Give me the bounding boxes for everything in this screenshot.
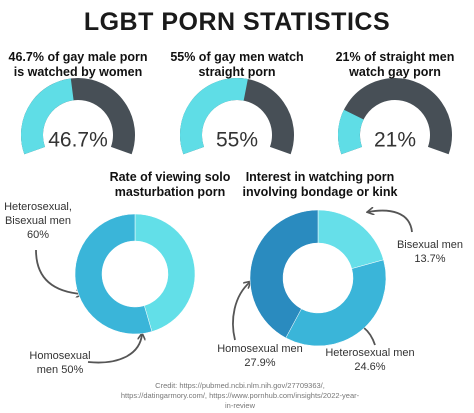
segment-label: Homosexual men 27.9% (215, 342, 305, 370)
arrow (232, 282, 250, 341)
segment-label: Bisexual men 13.7% (385, 238, 474, 266)
gauge-label: 55% (216, 129, 258, 152)
donut-segment (134, 213, 196, 332)
arrow (87, 334, 142, 364)
donut-title: Rate of viewing solo masturbation porn (109, 170, 231, 199)
gauge-value (21, 78, 75, 155)
donut-segment (317, 209, 384, 269)
arrow (35, 249, 82, 294)
segment-label: Heterosexual, Bisexual men 60% (0, 200, 78, 242)
category-label: Heterosexual, Bisexual men (4, 201, 72, 227)
main-title: LGBT PORN STATISTICS (83, 8, 391, 36)
gauge-value (338, 109, 364, 155)
value-label: 13.7% (414, 253, 446, 265)
gauge-label: 46.7% (48, 129, 108, 152)
category-label: Homosexual men (217, 343, 303, 355)
gauge-title: 55% of gay men watch straight porn (170, 50, 304, 79)
category-label: Heterosexual men (325, 347, 415, 359)
value-label: 24.6% (354, 361, 386, 373)
gauge-title: 46.7% of gay male porn is watched by wom… (8, 50, 148, 79)
category-label: Homosexual men (29, 350, 91, 376)
value-label: 50% (61, 364, 84, 376)
category-label: Bisexual men (396, 239, 464, 251)
credit: Credit: https://pubmed.ncbi.nlm.nih.gov/… (120, 381, 360, 410)
donut-segment (249, 209, 319, 339)
segment-label: Homosexual men 50% (20, 349, 100, 377)
donut-segment (74, 213, 153, 335)
gauge-title: 21% of straight men watch gay porn (335, 50, 455, 79)
gauge-value (180, 78, 248, 155)
gauge-label: 21% (374, 129, 416, 152)
donut-segment (285, 259, 387, 347)
arrow (368, 211, 413, 233)
donut-title: Interest in watching porn involving bond… (242, 170, 398, 199)
value-label: 60% (26, 229, 50, 241)
value-label: 27.9% (244, 357, 276, 369)
segment-label: Heterosexual men 24.6% (325, 346, 415, 374)
